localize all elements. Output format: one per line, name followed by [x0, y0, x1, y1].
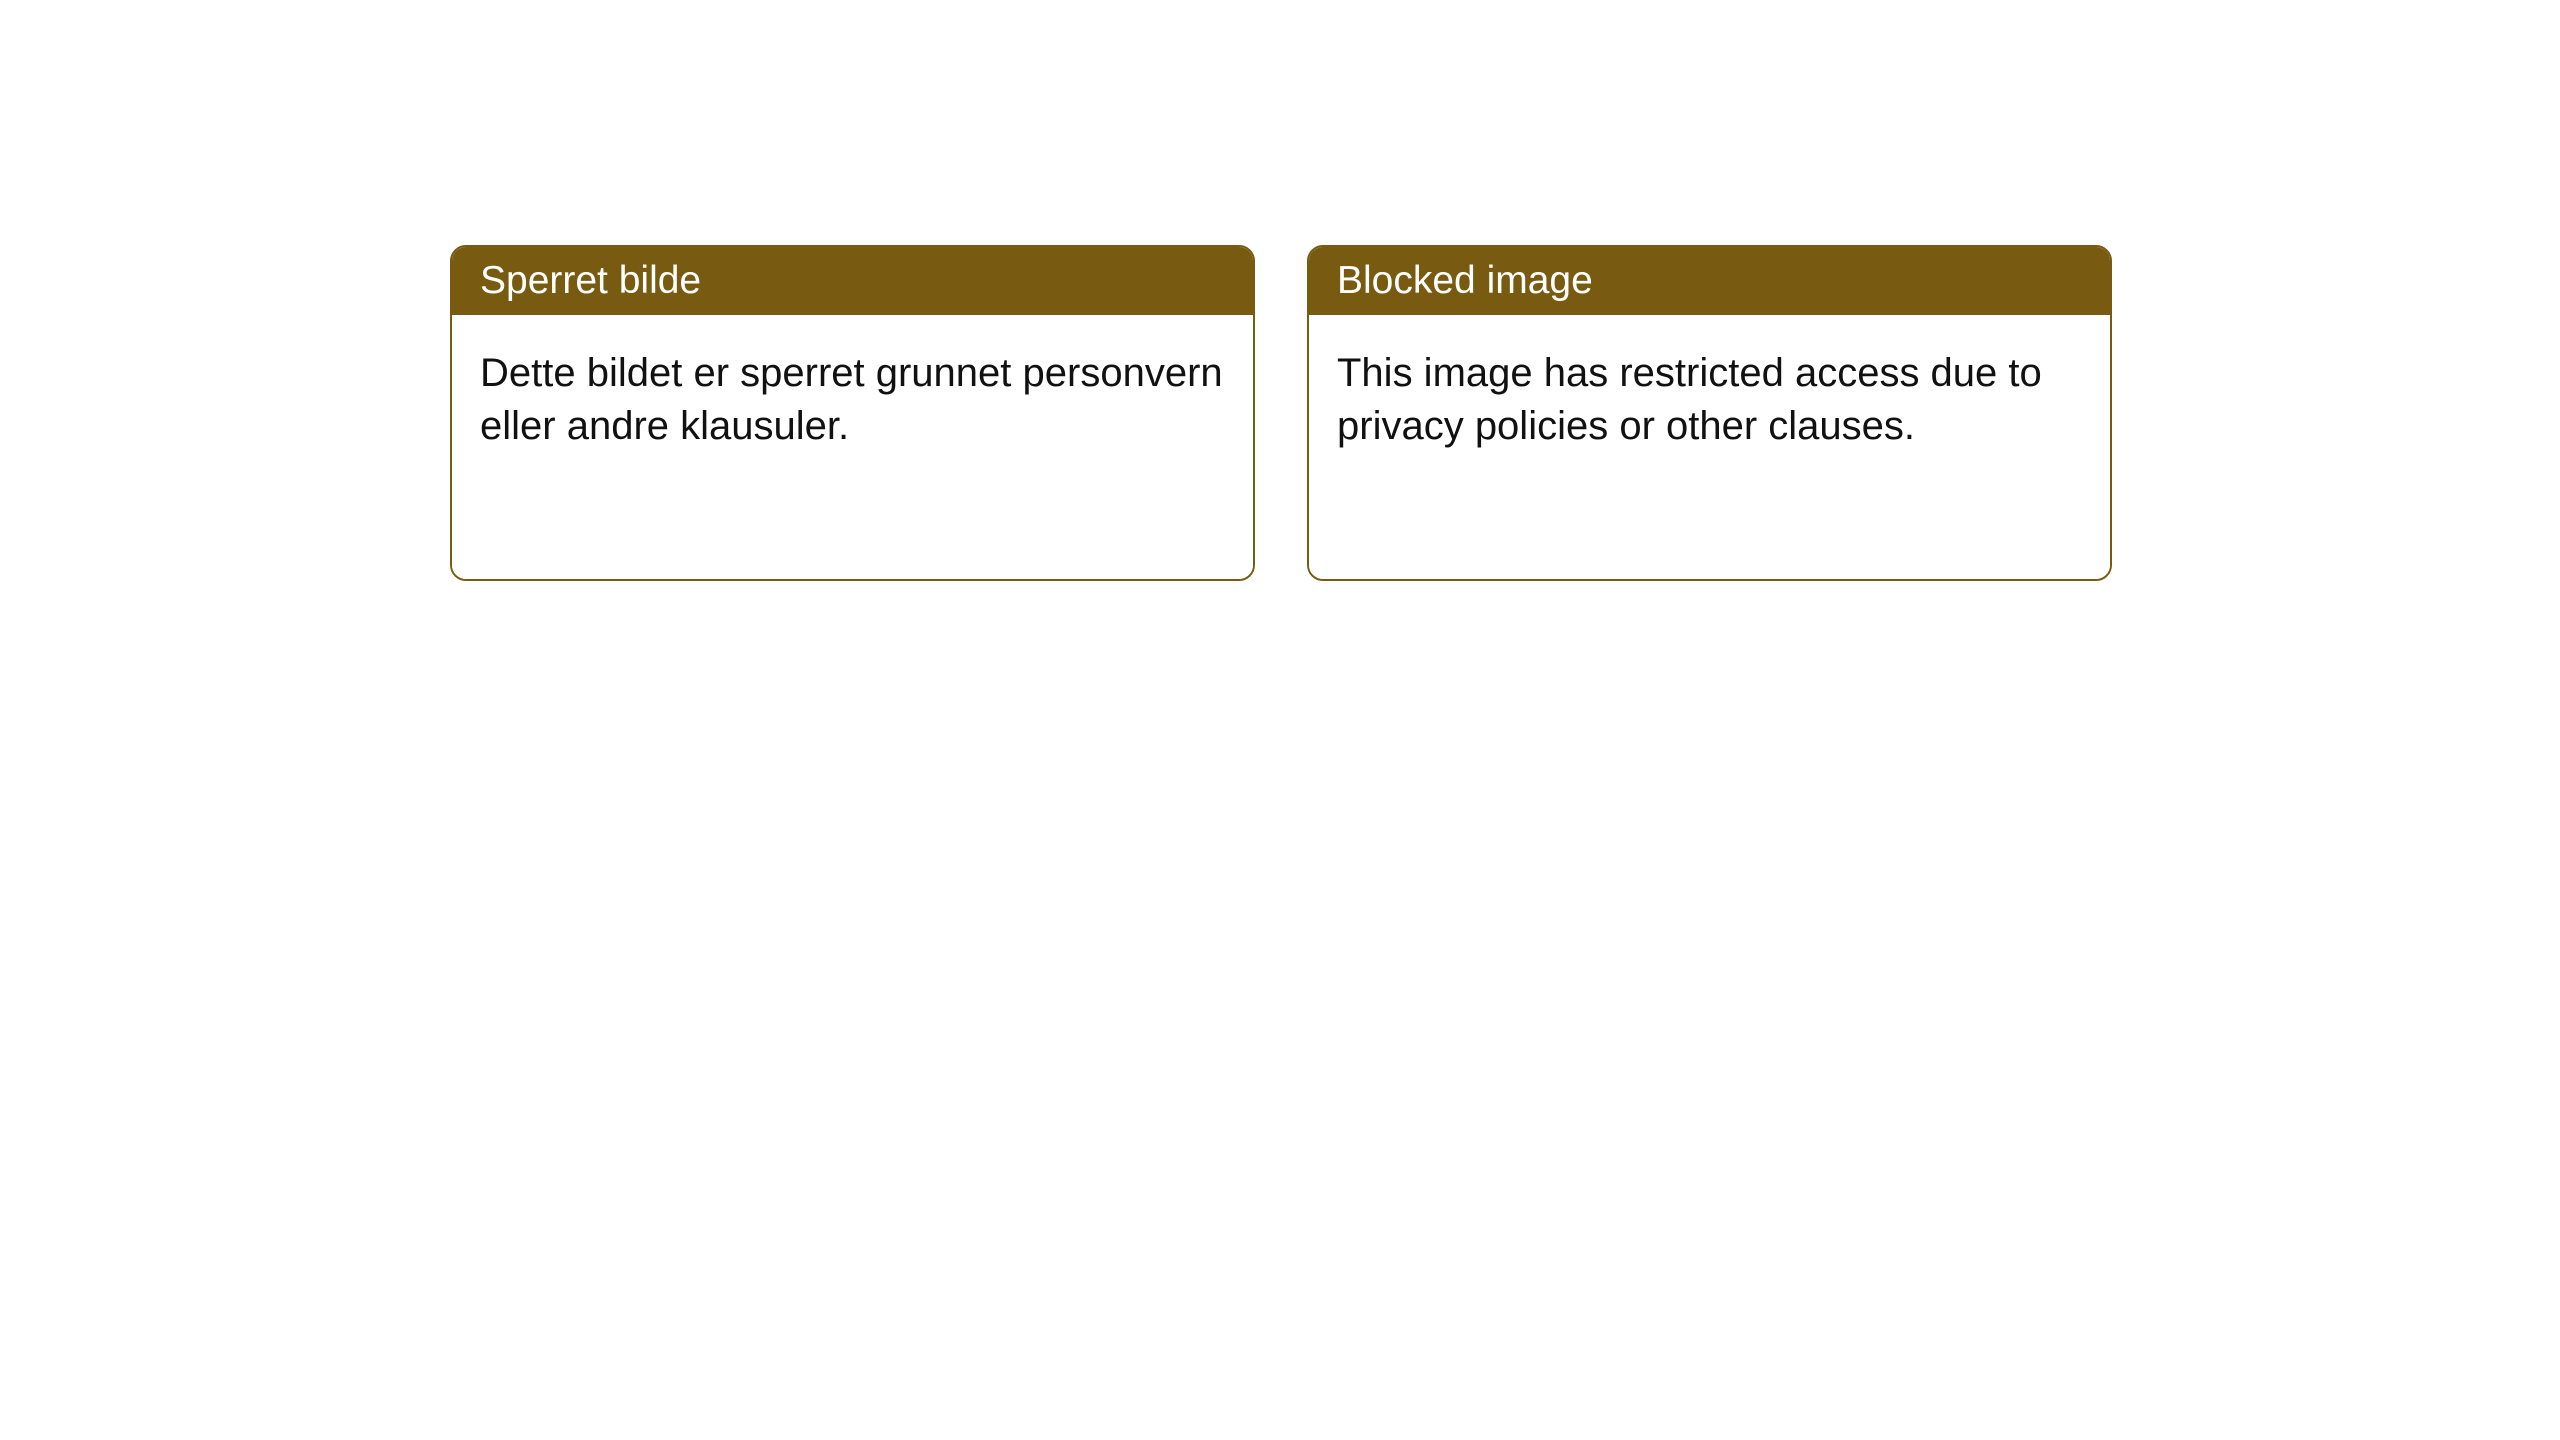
card-title: Blocked image	[1337, 259, 1593, 302]
notice-card-norwegian: Sperret bilde Dette bildet er sperret gr…	[450, 245, 1255, 581]
card-header: Sperret bilde	[452, 247, 1253, 315]
notice-card-english: Blocked image This image has restricted …	[1307, 245, 2112, 581]
notice-container: Sperret bilde Dette bildet er sperret gr…	[0, 0, 2560, 581]
card-body-text: This image has restricted access due to …	[1337, 351, 2042, 448]
card-body-text: Dette bildet er sperret grunnet personve…	[480, 351, 1223, 448]
card-header: Blocked image	[1309, 247, 2110, 315]
card-body: This image has restricted access due to …	[1309, 315, 2110, 579]
card-body: Dette bildet er sperret grunnet personve…	[452, 315, 1253, 579]
card-title: Sperret bilde	[480, 259, 701, 302]
